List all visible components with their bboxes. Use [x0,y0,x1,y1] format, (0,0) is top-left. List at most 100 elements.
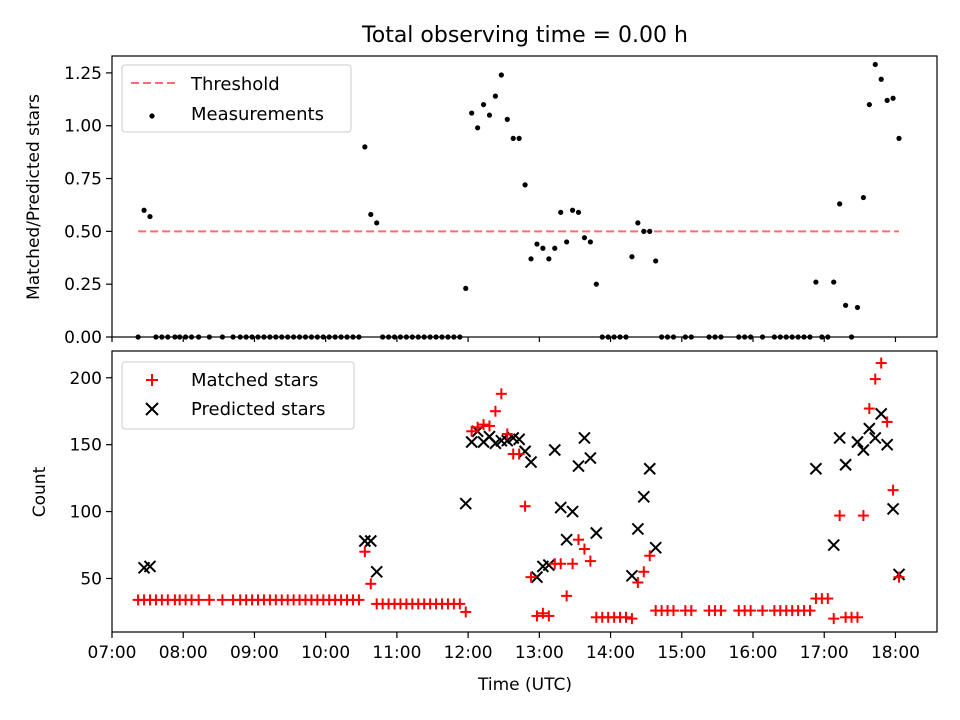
matched-point [519,500,531,512]
measurement-point [641,228,647,234]
matched-point [869,373,881,385]
predicted-point [863,422,876,435]
bottom-legend: Matched stars Predicted stars [121,361,355,430]
predicted-point [869,431,882,445]
top-plot-frame [111,55,938,338]
predicted-point [880,438,894,451]
measurement-point [141,207,147,213]
bottom-x-tick-label: 14:00 [586,643,635,663]
bottom-x-tick-label: 15:00 [657,643,706,663]
top-y-tick-label: 1.00 [64,117,102,137]
predicted-point [590,526,603,540]
bottom-y-tick-label: 150 [70,436,102,456]
count-points [132,357,906,625]
measurement-point [593,281,599,287]
matched-point [353,594,365,606]
legend-predicted-swatch [145,402,159,416]
measurement-point [362,144,368,150]
matched-point [822,593,834,605]
measurement-point [498,72,504,78]
predicted-point [524,455,538,469]
top-y-axis-ticks: 0.00 0.25 0.50 0.75 1.00 1.25 [64,64,112,348]
matched-point [834,510,846,522]
legend-matched-swatch [146,374,158,386]
matched-point [525,571,537,583]
matched-point [460,606,472,618]
bottom-y-axis-ticks: 50 100 150 200 [70,369,112,589]
matched-point [715,605,727,617]
matched-point [745,605,757,617]
matched-point [573,534,585,546]
predicted-point [542,558,556,572]
bottom-panel: 50 100 150 200 07:00 08:00 09:00 10:00 11:00 12:… [30,350,938,695]
measurement-point [854,304,861,311]
predicted-point [809,462,823,475]
matched-point [513,448,525,460]
matched-point [531,610,543,622]
legend-measurements-swatch [149,113,155,119]
predicted-point [560,533,573,546]
measurement-point [469,110,475,116]
predicted-point [827,538,840,552]
measurement-point [890,95,896,101]
measurement-point [878,76,884,82]
bottom-x-tick-label: 16:00 [729,643,778,663]
matched-point [555,558,567,570]
matched-point [685,605,697,617]
matched-point [359,546,371,558]
top-y-tick-label: 1.25 [64,64,102,84]
matched-point [757,605,769,617]
predicted-point [554,501,567,514]
measurement-point [368,211,374,218]
matched-point [537,607,549,619]
top-legend: Threshold Measurements [121,64,352,133]
measurement-point [635,220,641,226]
top-y-tick-label: 0.00 [64,328,102,348]
predicted-point [886,502,900,516]
measurement-point [575,209,582,215]
measurement-point [486,112,493,118]
legend-matched-label: Matched stars [191,370,318,391]
predicted-point [584,451,597,465]
predicted-point [857,443,870,457]
predicted-point [649,541,662,554]
predicted-point [875,407,888,421]
matched-point [887,484,899,496]
measurement-point [516,135,522,141]
bottom-x-tick-label: 12:00 [444,643,493,663]
matched-point [638,566,650,578]
measurement-point [528,256,534,262]
predicted-point [833,431,846,445]
measurement-point [866,101,872,108]
bottom-x-tick-label: 07:00 [88,643,137,663]
bottom-x-tick-label: 17:00 [800,643,849,663]
matched-point [466,425,478,437]
measurement-point [475,125,481,131]
measurement-point [581,235,588,241]
matched-point [501,428,513,440]
measurement-point [842,302,849,308]
matched-point [561,590,573,602]
measurement-point [884,97,890,103]
predicted-point [631,522,645,536]
measurement-point [504,116,510,122]
measurement-point [896,135,902,141]
measurement-point [831,279,837,285]
matched-point [203,594,215,606]
measurement-point [552,245,558,251]
matched-point [857,510,869,522]
bottom-legend-box [121,361,355,430]
measurement-point [546,256,552,262]
bottom-x-tick-label: 09:00 [230,643,279,663]
predicted-point [625,569,639,583]
measurement-point [569,207,576,213]
measurement-point [653,258,659,264]
measurement-point [564,239,570,245]
bottom-x-tick-label: 10:00 [301,643,350,663]
matched-point [632,576,644,588]
measurement-point [463,285,469,292]
top-y-tick-label: 0.50 [64,222,102,242]
predicted-point [364,534,377,548]
matched-point [454,598,466,610]
